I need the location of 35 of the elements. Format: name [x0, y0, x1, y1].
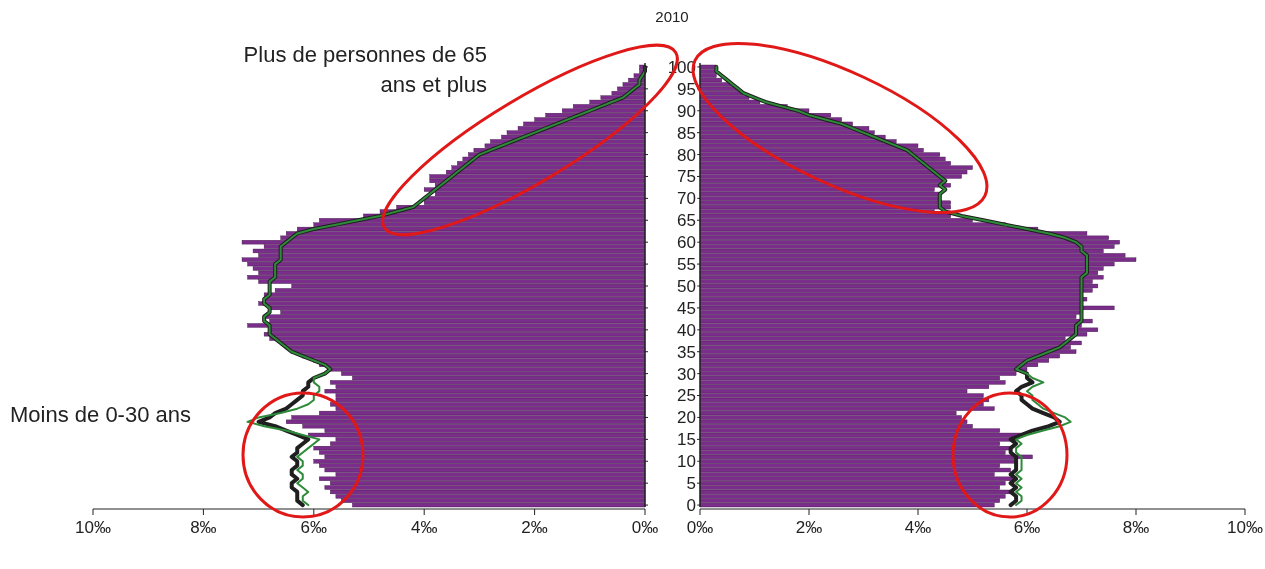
y-tick-label: 15: [677, 430, 696, 450]
y-tick-label: 30: [677, 364, 696, 384]
y-tick-label: 40: [677, 320, 696, 340]
x-tick-label: 10‰: [1227, 518, 1263, 537]
y-tick-label: 55: [677, 255, 696, 275]
y-tick-label: 70: [677, 189, 696, 209]
x-tick-label: 4‰: [410, 518, 438, 537]
y-tick-label: 35: [677, 342, 696, 362]
x-tick-label: 0‰: [631, 518, 659, 537]
annotation: Moins de 0-30 ans: [10, 402, 191, 427]
y-tick-label: 90: [677, 101, 696, 121]
y-tick-label: 25: [677, 386, 696, 406]
y-tick-label: 75: [677, 167, 696, 187]
chart-title: 2010: [655, 8, 689, 25]
x-tick-label: 4‰: [904, 518, 932, 537]
x-tick-label: 6‰: [1013, 518, 1041, 537]
y-tick-label: 80: [677, 145, 696, 165]
x-tick-label: 2‰: [795, 518, 823, 537]
y-tick-label: 50: [677, 276, 696, 296]
y-tick-label: 0: [686, 496, 696, 516]
x-tick-label: 8‰: [190, 518, 217, 537]
y-tick-label: 65: [677, 211, 696, 231]
y-tick-label: 45: [677, 298, 696, 318]
x-tick-label: 0‰: [686, 518, 714, 537]
y-tick-label: 5: [686, 474, 696, 494]
x-tick-label: 2‰: [521, 518, 548, 537]
x-tick-label: 10‰: [75, 518, 111, 537]
y-tick-label: 85: [677, 123, 696, 143]
annotation: Plus de personnes de 65 ans et plus: [243, 42, 487, 97]
y-tick-label: 20: [677, 408, 696, 428]
y-tick-label: 95: [677, 79, 696, 99]
x-tick-label: 8‰: [1122, 518, 1150, 537]
y-tick-label: 10: [677, 452, 696, 472]
x-tick-label: 6‰: [300, 518, 328, 537]
y-tick-label: 60: [677, 233, 696, 253]
